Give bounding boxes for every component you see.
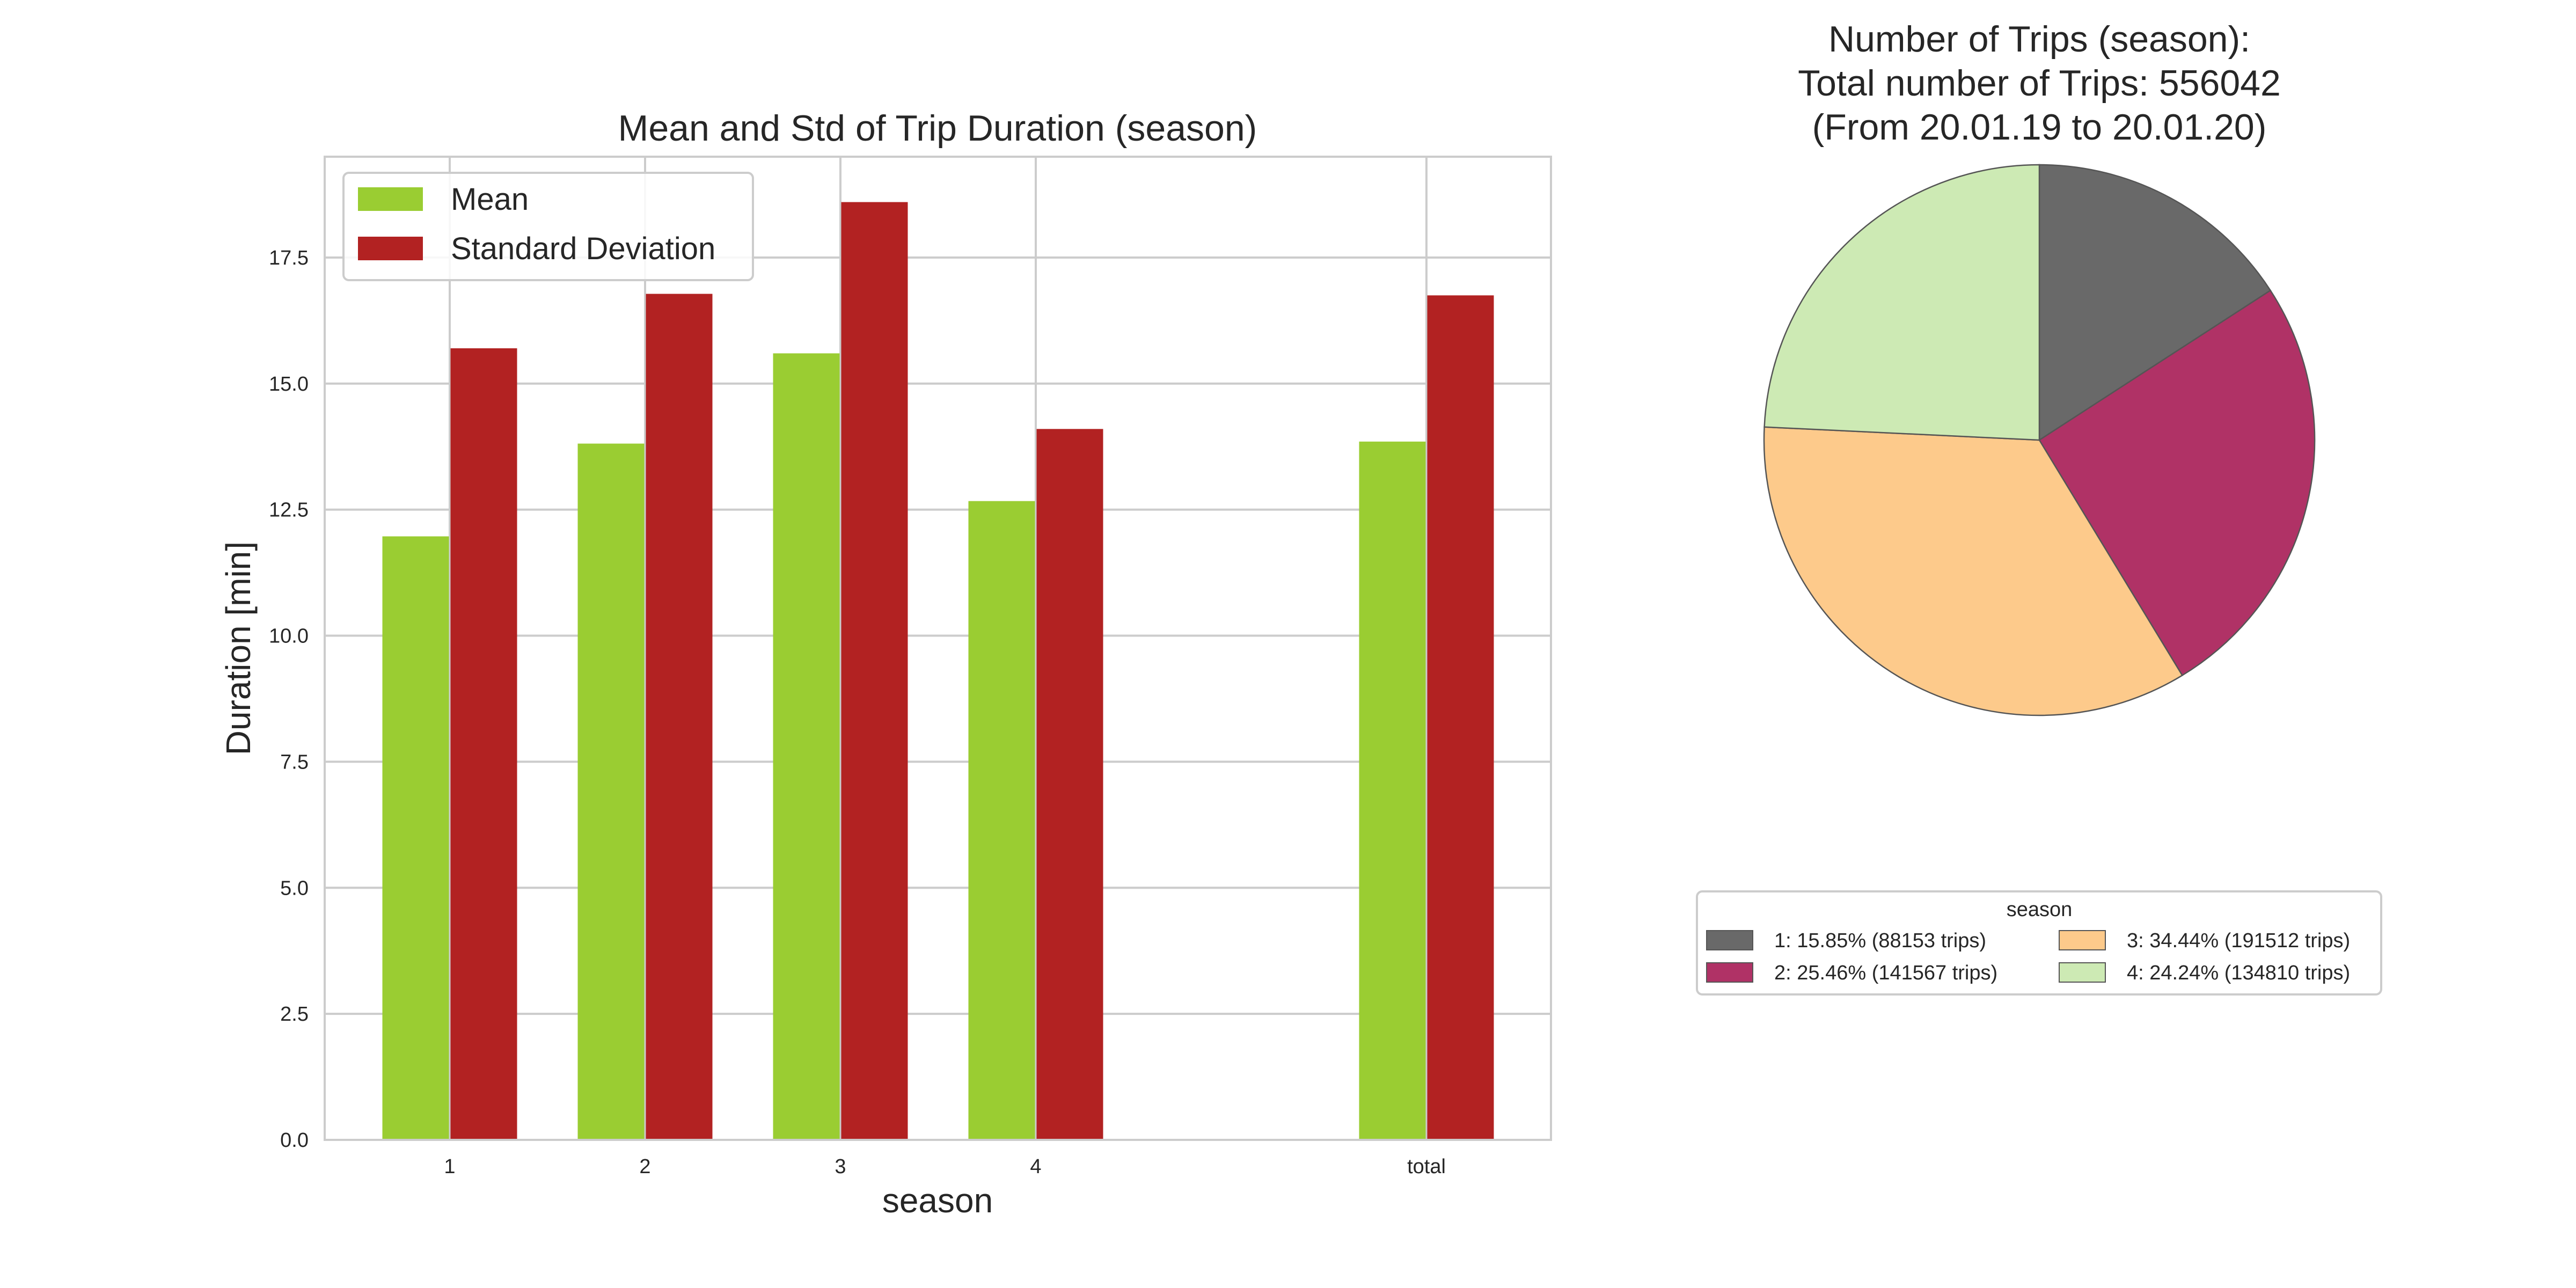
legend-label-mean: Mean: [451, 182, 529, 217]
pie-legend-label-2: 2: 25.46% (141567 trips): [1774, 962, 1997, 984]
pie-title-line-1: Number of Trips (season):: [1828, 19, 2250, 60]
bar-std-1: [450, 348, 517, 1140]
pie-legend-label-3: 3: 34.44% (191512 trips): [2127, 930, 2350, 952]
bar-mean-1: [382, 536, 449, 1140]
pie-chart: Number of Trips (season): Total number o…: [1696, 19, 2382, 996]
y-tick-label: 2.5: [280, 1003, 309, 1026]
pie-title-line-3: (From 20.01.19 to 20.01.20): [1812, 107, 2267, 148]
bar-x-axis-label: season: [882, 1181, 993, 1220]
bar-mean-total: [1359, 441, 1426, 1140]
x-tick-label: total: [1407, 1155, 1446, 1178]
pie-slice-2: [2038, 289, 2316, 677]
bar-mean-2: [577, 443, 645, 1140]
bar-marks: [382, 202, 1494, 1140]
pie-legend-swatch-4: [2059, 962, 2106, 983]
bar-plot-frame: [324, 156, 1552, 1141]
y-tick-label: 5.0: [280, 877, 309, 899]
pie-legend: season 1: 15.85% (88153 trips) 2: 25.46% …: [1696, 890, 2382, 996]
bar-chart-title: Mean and Std of Trip Duration (season): [618, 108, 1257, 149]
y-tick-label: 15.0: [269, 373, 309, 396]
y-tick-label: 10.0: [269, 625, 309, 648]
bar-legend: Mean Standard Deviation: [342, 172, 754, 281]
bar-x-tick-labels: 1 2 3 4 total: [444, 1155, 1445, 1178]
bar-std-total: [1427, 295, 1494, 1140]
pie-legend-items: 1: 15.85% (88153 trips) 2: 25.46% (141567…: [1706, 930, 2350, 984]
bar-y-tick-labels: 0.0 2.5 5.0 7.5 10.0 12.5 15.0 17.5: [269, 247, 309, 1152]
x-tick-label: 2: [639, 1155, 650, 1178]
pie-slice-3: [1763, 426, 2184, 716]
legend-swatch-mean: [358, 187, 423, 211]
bar-chart: 0.0 2.5 5.0 7.5 10.0 12.5 15.0 17.5 1 2 3 4 total M…: [219, 108, 1552, 1220]
legend-label-std: Standard Deviation: [451, 231, 715, 266]
x-tick-label: 4: [1030, 1155, 1041, 1178]
pie-title-line-2: Total number of Trips: 556042: [1798, 63, 2281, 104]
y-tick-label: 12.5: [269, 499, 309, 522]
x-tick-label: 1: [444, 1155, 455, 1178]
y-tick-label: 0.0: [280, 1129, 309, 1152]
bar-mean-3: [773, 353, 840, 1140]
bar-mean-4: [968, 501, 1035, 1140]
pie-slices: [1763, 164, 2316, 716]
bar-grid: [325, 157, 1551, 1141]
x-tick-label: 3: [835, 1155, 846, 1178]
bar-std-4: [1036, 429, 1103, 1140]
y-tick-label: 17.5: [269, 247, 309, 269]
y-tick-label: 7.5: [280, 751, 309, 773]
pie-legend-swatch-2: [1706, 962, 1753, 983]
pie-legend-label-4: 4: 24.24% (134810 trips): [2127, 962, 2350, 984]
bar-y-axis-label: Duration [min]: [219, 541, 258, 755]
pie-legend-label-1: 1: 15.85% (88153 trips): [1774, 930, 1986, 952]
pie-legend-box: [1696, 890, 2382, 996]
pie-legend-swatch-1: [1706, 930, 1753, 950]
legend-swatch-std: [358, 237, 423, 260]
pie-slice-4: [1763, 164, 2040, 441]
pie-legend-title: season: [2007, 898, 2073, 921]
bar-std-2: [646, 294, 713, 1140]
bar-std-3: [841, 202, 908, 1140]
pie-legend-swatch-3: [2059, 930, 2106, 950]
pie-slice-1: [2038, 164, 2272, 442]
bar-legend-box: [342, 172, 754, 281]
